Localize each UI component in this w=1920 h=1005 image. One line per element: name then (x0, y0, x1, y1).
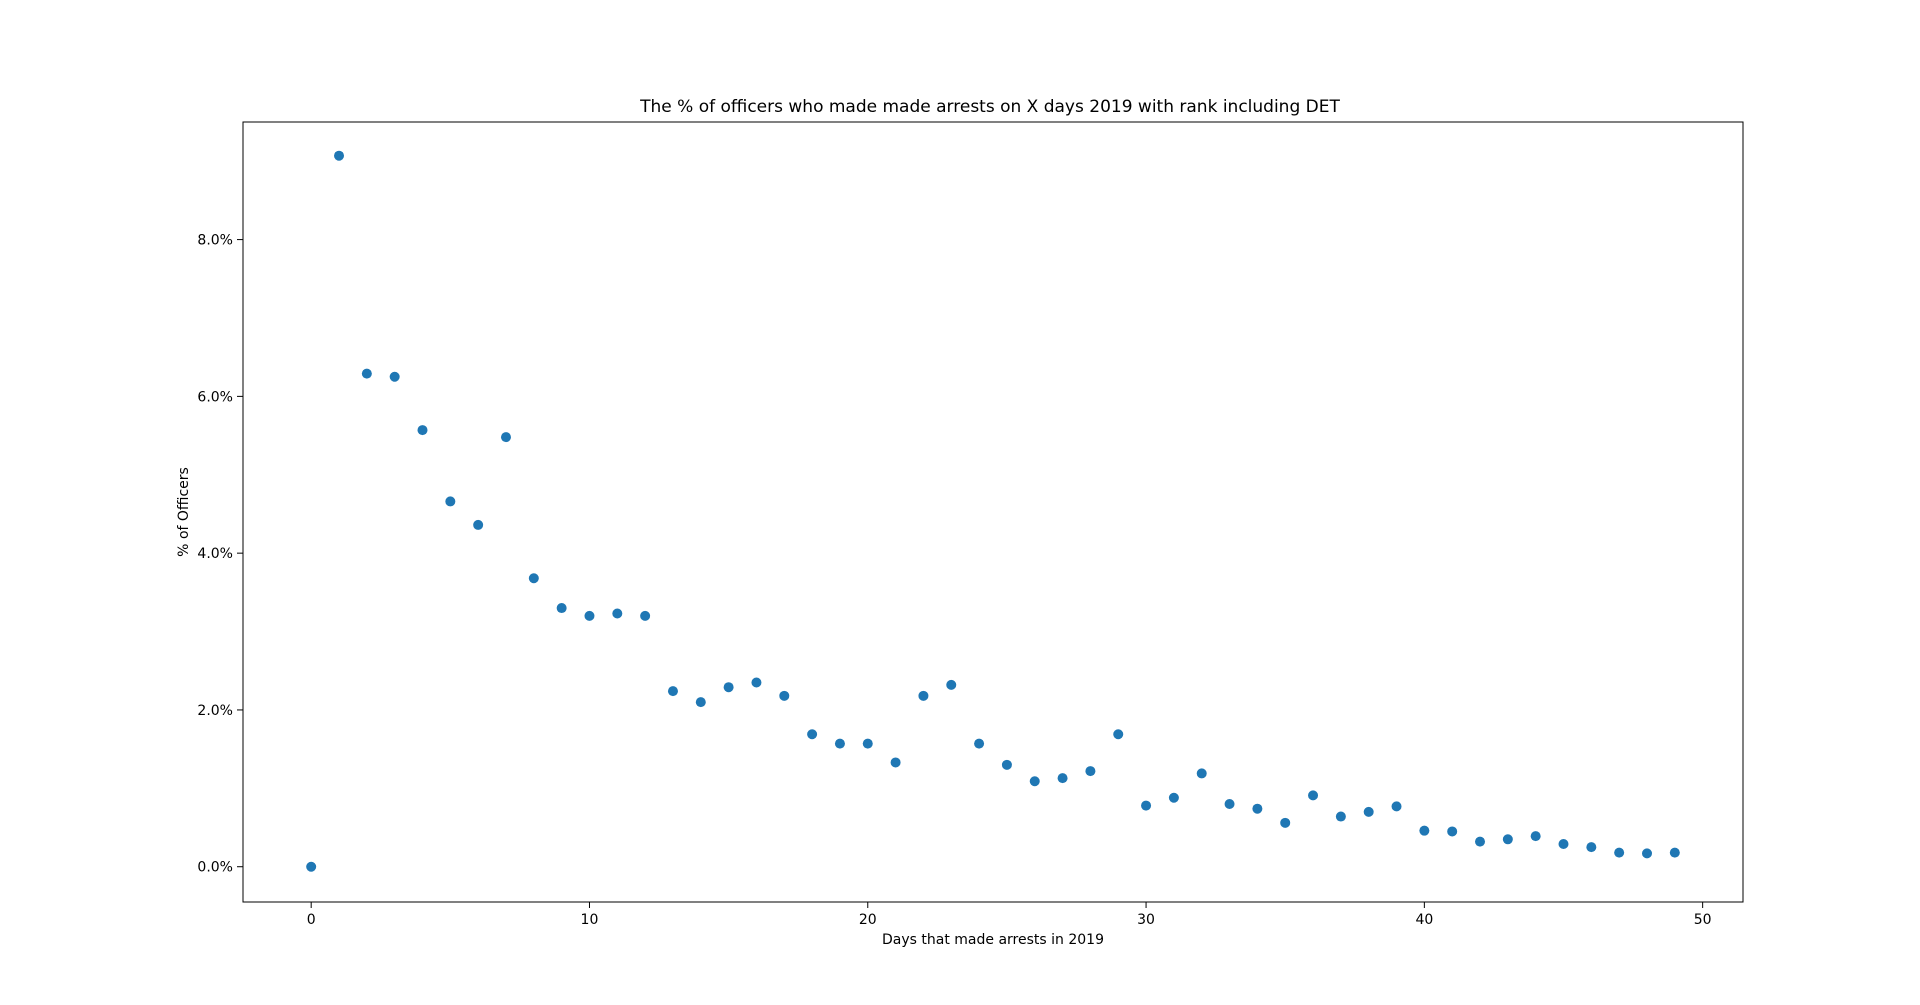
y-tick-label: 6.0% (197, 389, 233, 405)
x-tick-label: 40 (1415, 912, 1433, 928)
data-point (1447, 826, 1458, 837)
data-point (695, 697, 706, 708)
x-axis-label: Days that made arrests in 2019 (882, 932, 1104, 948)
x-tick-label: 0 (307, 912, 316, 928)
data-point (1530, 831, 1541, 842)
data-point (361, 368, 372, 379)
data-point (1280, 817, 1291, 828)
x-tick-label: 10 (581, 912, 599, 928)
data-point (445, 496, 456, 507)
data-point (528, 573, 539, 584)
data-point (334, 150, 345, 161)
data-point (1614, 847, 1625, 858)
data-point (1475, 836, 1486, 847)
data-point (500, 432, 511, 443)
data-point (751, 677, 762, 688)
data-point (1141, 800, 1152, 811)
x-tick-label: 20 (859, 912, 877, 928)
data-point (1252, 803, 1263, 814)
y-tick-label: 2.0% (197, 703, 233, 719)
data-point (1363, 806, 1374, 817)
data-point (389, 371, 400, 382)
data-point (1057, 773, 1068, 784)
data-point (974, 738, 985, 749)
chart-title: The % of officers who made made arrests … (639, 97, 1340, 117)
data-point (1391, 801, 1402, 812)
data-point (417, 425, 428, 436)
data-point (946, 679, 957, 690)
data-point (1029, 776, 1040, 787)
y-tick-label: 8.0% (197, 233, 233, 249)
data-point (1196, 768, 1207, 779)
data-point (306, 861, 317, 872)
data-point (834, 738, 845, 749)
data-point (1308, 790, 1319, 801)
data-point (640, 610, 651, 621)
data-point (1113, 729, 1124, 740)
y-axis-label: % of Officers (176, 467, 192, 557)
data-point (1168, 792, 1179, 803)
data-point (1669, 847, 1680, 858)
data-point (918, 690, 929, 701)
data-point (890, 757, 901, 768)
x-tick-label: 30 (1137, 912, 1155, 928)
data-point (1502, 834, 1513, 845)
data-point (723, 682, 734, 693)
data-point (1085, 766, 1096, 777)
data-point (473, 519, 484, 530)
data-point (1001, 759, 1012, 770)
data-point (779, 690, 790, 701)
plot-axes: 0 10 20 30 40 50 0.0% 2.0% 4.0% 6.0% 8.0% (197, 233, 1711, 928)
plot-frame (242, 121, 1744, 903)
data-point (1586, 842, 1597, 853)
data-point (862, 738, 873, 749)
x-tick-label: 50 (1694, 912, 1712, 928)
data-point (584, 610, 595, 621)
data-point (667, 686, 678, 697)
data-point (1558, 838, 1569, 849)
data-point (1224, 799, 1235, 810)
data-point (612, 608, 623, 619)
data-point (1335, 811, 1346, 822)
data-point (1419, 825, 1430, 836)
data-point (807, 729, 818, 740)
y-tick-label: 4.0% (197, 546, 233, 562)
data-point (1641, 848, 1652, 859)
plot-marks (306, 150, 1680, 872)
data-point (556, 603, 567, 614)
y-tick-label: 0.0% (197, 860, 233, 876)
